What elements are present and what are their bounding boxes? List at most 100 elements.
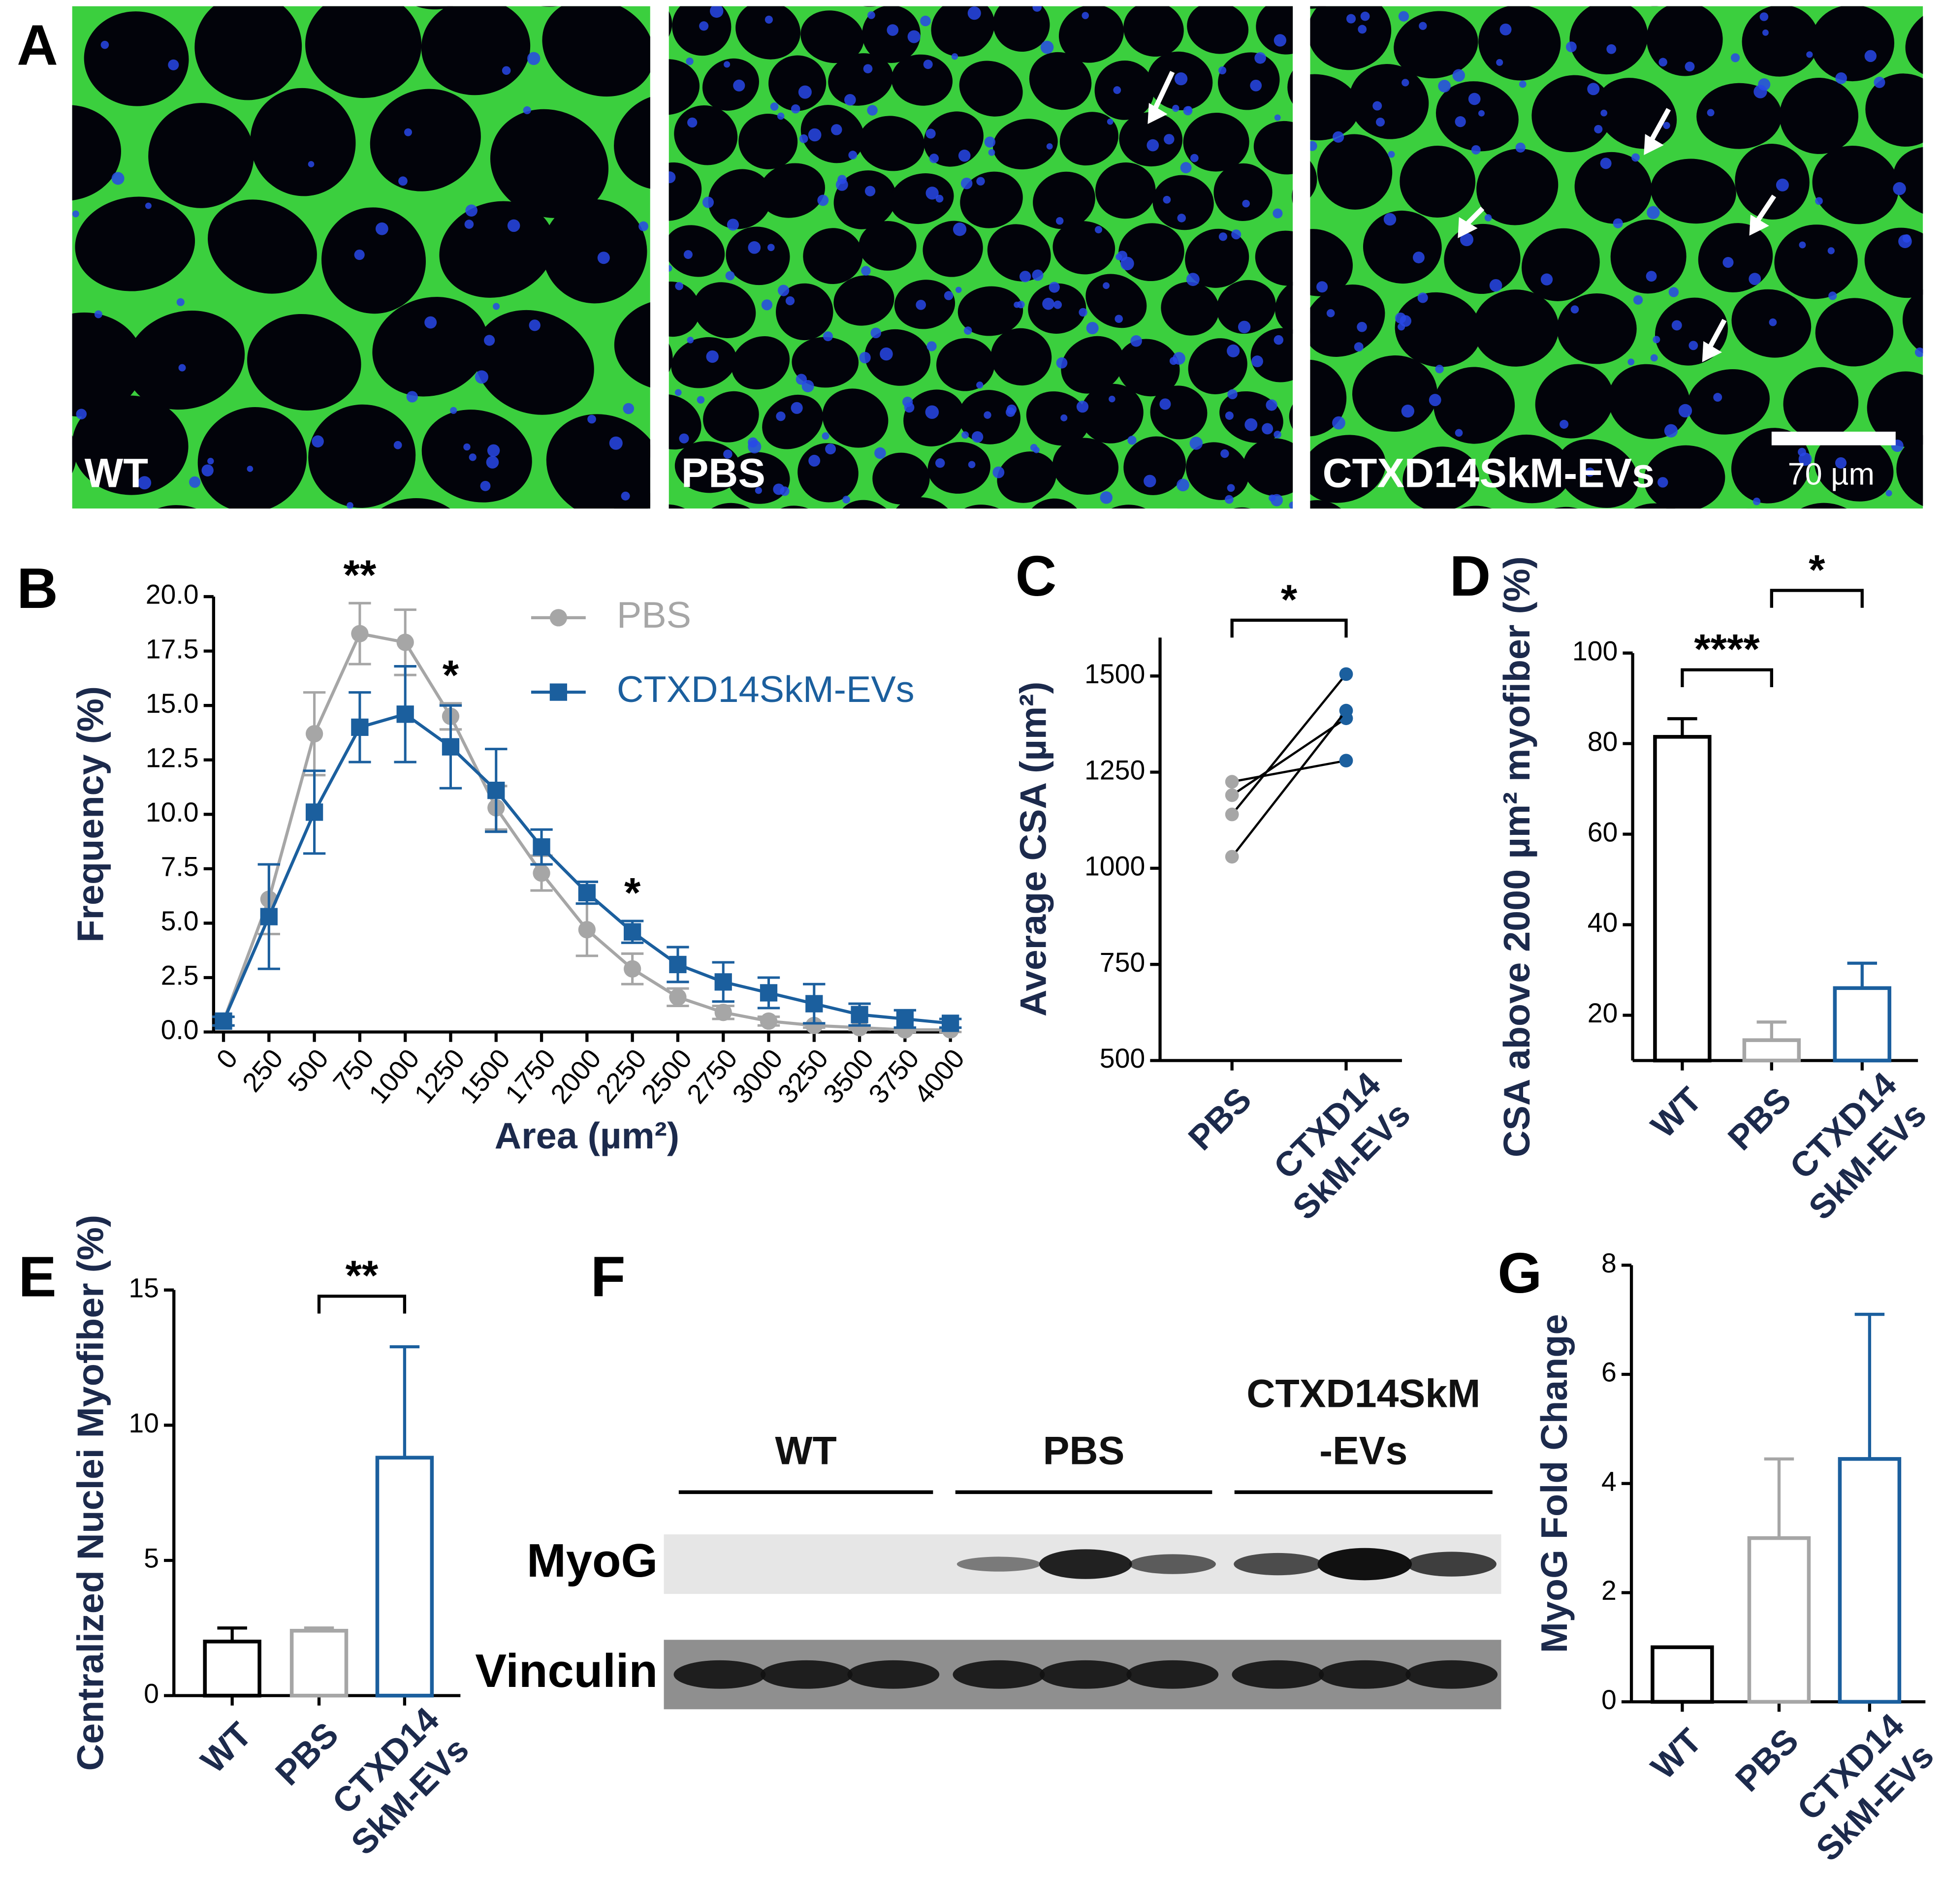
nucleus (935, 458, 945, 468)
myofiber (1688, 496, 1794, 594)
nucleus (874, 447, 886, 459)
nucleus (773, 483, 785, 495)
myofiber (75, 196, 195, 291)
x-tick-label: PBS (1180, 1079, 1258, 1157)
nucleus (976, 177, 985, 186)
y-tick-label: 0 (1601, 1684, 1617, 1715)
bar (1838, 1457, 1902, 1704)
myofiber (474, 310, 594, 415)
nucleus (1633, 295, 1643, 305)
nucleus (916, 299, 926, 310)
point (1339, 754, 1353, 768)
myofiber (1814, 433, 1894, 502)
myofiber (370, 89, 481, 191)
myofiber (1613, 503, 1696, 509)
panel-label: A (17, 13, 58, 77)
myofiber (126, 311, 245, 410)
nucleus (925, 187, 939, 200)
myofiber (1275, 278, 1293, 336)
y-tick-label: 0 (144, 1678, 159, 1709)
myofiber (1253, 121, 1293, 175)
nucleus (907, 30, 921, 43)
nucleus (1471, 145, 1481, 155)
myofiber (1250, 328, 1293, 382)
nucleus (1055, 217, 1064, 225)
nucleus (1647, 206, 1660, 220)
myofiber (1610, 220, 1687, 294)
nucleus (1515, 142, 1526, 153)
myofiber (1029, 52, 1092, 110)
y-tick-label: 500 (1100, 1043, 1145, 1074)
nucleus (1310, 141, 1317, 151)
nucleus (697, 396, 705, 404)
point (1225, 807, 1239, 822)
myofiber (1867, 371, 1923, 447)
myofiber (1352, 355, 1437, 432)
myofiber (250, 88, 356, 196)
nucleus (1033, 446, 1040, 453)
nucleus (1333, 131, 1344, 143)
nucleus (406, 391, 418, 403)
myofiber (738, 114, 798, 169)
nucleus (984, 136, 996, 148)
myofiber (1487, 434, 1571, 504)
marker (805, 1016, 823, 1034)
myofiber (1644, 445, 1725, 509)
myofiber (1394, 11, 1478, 79)
myofiber (735, 6, 801, 60)
nucleus (1183, 106, 1193, 116)
x-tick-label: CTXD14SkM-EVs (1255, 1065, 1417, 1227)
bar (1651, 1645, 1714, 1704)
arrow-head (1458, 217, 1478, 238)
myofiber (1864, 227, 1923, 298)
myofiber (1434, 0, 1514, 1)
nucleus (623, 403, 635, 414)
nucleus (1874, 76, 1885, 88)
y-tick-label: 17.5 (146, 634, 199, 664)
point (1225, 850, 1239, 864)
nucleus (1835, 72, 1847, 84)
nucleus (424, 316, 437, 329)
y-axis-label: Centralized Nuclei Myofiber (%) (70, 1215, 111, 1771)
marker (442, 738, 460, 756)
myofiber (693, 282, 756, 339)
myofiber (130, 0, 260, 4)
nucleus (951, 53, 958, 60)
myofiber (1052, 221, 1115, 275)
scale-bar-label: 70 µm (1788, 457, 1875, 491)
x-tick-label: CTXD14SkM-EVs (1779, 1706, 1941, 1868)
marker (487, 782, 505, 799)
nucleus (867, 11, 875, 19)
nucleus (724, 61, 731, 68)
myofiber (899, 0, 964, 2)
myofiber (671, 337, 737, 388)
myofiber (1476, 149, 1559, 225)
myofiber (372, 297, 488, 397)
nucleus (1177, 478, 1189, 492)
nucleus (450, 407, 457, 414)
bar (1747, 1536, 1811, 1704)
nucleus (1455, 429, 1463, 437)
nucleus (687, 336, 694, 344)
myofiber (0, 202, 55, 307)
marker (351, 718, 369, 736)
marker (714, 1004, 732, 1021)
significance-bracket (1681, 668, 1773, 688)
y-tick-label: 1000 (1084, 851, 1145, 882)
nucleus (944, 291, 954, 300)
y-axis-label: CSA above 2000 µm² myofiber (%) (1497, 556, 1538, 1157)
nucleus (1127, 436, 1137, 445)
y-tick-label: 7.5 (161, 851, 199, 882)
myofiber (1363, 210, 1442, 284)
nucleus (1565, 41, 1577, 53)
nucleus (1435, 365, 1444, 374)
nucleus (770, 102, 779, 111)
nucleus (837, 175, 847, 185)
myofiber (0, 95, 23, 216)
y-tick-label: 12.5 (146, 742, 199, 773)
myofiber (1123, 436, 1186, 495)
nucleus (683, 250, 693, 259)
myofiber (542, 199, 647, 304)
nucleus (469, 453, 477, 461)
